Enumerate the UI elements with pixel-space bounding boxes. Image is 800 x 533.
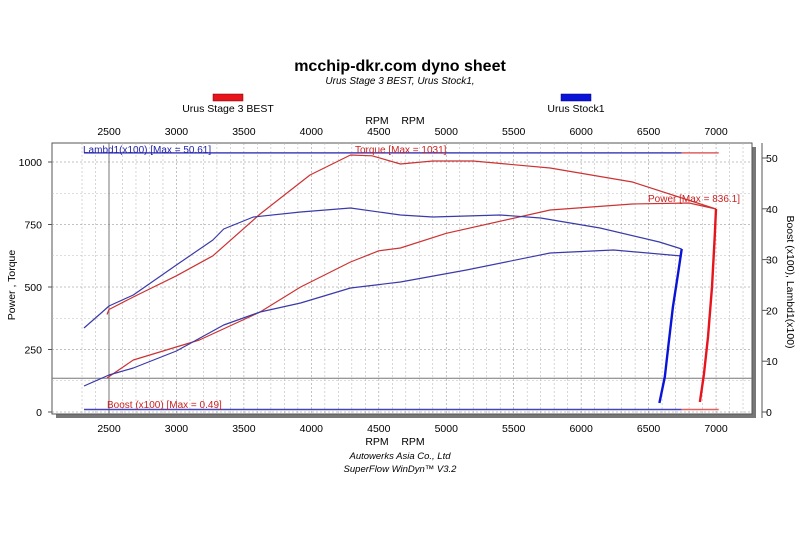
x-axis-label-bottom-1: RPM [365, 436, 388, 448]
x-tick-label-top: 2500 [97, 126, 121, 138]
x-tick-label-top: 7000 [704, 126, 728, 138]
series-stock-rundown-line [658, 248, 683, 404]
series-stock-power-line [83, 249, 682, 387]
chart-subtitle: Urus Stage 3 BEST, Urus Stock1, [325, 76, 474, 87]
x-tick-label-bottom: 7000 [704, 423, 728, 435]
series-stage3-torque-line [106, 154, 717, 315]
y-axis-label-left: Power , Torque [6, 250, 18, 321]
annotation-torque: Torque [Max = 1031] [355, 145, 447, 156]
x-tick-label-bottom: 6500 [637, 423, 661, 435]
x-tick-label-bottom: 3000 [165, 423, 189, 435]
plot-area [51, 142, 756, 418]
x-tick-label-top: 6000 [569, 126, 593, 138]
x-tick-label-bottom: 5500 [502, 423, 526, 435]
y-right-tick-label: 30 [766, 255, 778, 267]
y-left-tick-label: 750 [24, 220, 42, 232]
x-tick-label-top: 3500 [232, 126, 256, 138]
x-tick-label-bottom: 4000 [300, 423, 324, 435]
legend-swatch-stock [560, 93, 592, 102]
annotation-lambda: Lambd1(x100) [Max = 50.61] [83, 145, 211, 156]
y-left-tick-label: 1000 [19, 157, 43, 169]
y-right-tick-label: 40 [766, 204, 778, 216]
series-stage3-power-line [106, 202, 717, 379]
y-left-tick-label: 500 [24, 282, 42, 294]
chart-title: mcchip-dkr.com dyno sheet [294, 58, 506, 75]
y-right-tick-label: 0 [766, 407, 772, 419]
legend-label-stock: Urus Stock1 [547, 103, 604, 115]
footer-software: SuperFlow WinDyn™ V3.2 [344, 464, 458, 475]
x-axis-label-top-1: RPM [365, 115, 388, 127]
x-axis-label-top-2: RPM [401, 115, 424, 127]
series-stock-torque-line [83, 207, 682, 329]
x-tick-label-bottom: 5000 [435, 423, 459, 435]
series-stage3-rundown-line [698, 208, 718, 403]
series-group [83, 152, 719, 411]
y-axis-label-right: Boost (x100), Lambd1(x100) [784, 215, 796, 348]
y-left-tick-label: 0 [36, 407, 42, 419]
x-axis-label-bottom-2: RPM [401, 436, 424, 448]
legend-swatch-stage3 [212, 93, 244, 102]
y-right-tick-label: 20 [766, 305, 778, 317]
grid [52, 143, 752, 414]
x-tick-label-top: 5500 [502, 126, 526, 138]
x-tick-label-top: 5000 [435, 126, 459, 138]
x-tick-label-bottom: 2500 [97, 423, 121, 435]
x-tick-label-top: 4000 [300, 126, 324, 138]
annotation-power: Power [Max = 836.1] [648, 194, 740, 205]
axis-ticks: 2500250030003000350035004000400045004500… [19, 126, 778, 435]
x-tick-label-bottom: 4500 [367, 423, 391, 435]
x-tick-label-bottom: 6000 [569, 423, 593, 435]
legend-label-stage3: Urus Stage 3 BEST [182, 103, 274, 115]
x-tick-label-top: 3000 [165, 126, 189, 138]
footer-company: Autowerks Asia Co., Ltd [348, 451, 451, 462]
y-right-tick-label: 10 [766, 356, 778, 368]
x-tick-label-top: 4500 [367, 126, 391, 138]
x-tick-label-bottom: 3500 [232, 423, 256, 435]
y-left-tick-label: 250 [24, 345, 42, 357]
x-tick-label-top: 6500 [637, 126, 661, 138]
annotation-boost: Boost (x100) [Max = 0.49] [107, 400, 222, 411]
y-right-tick-label: 50 [766, 153, 778, 165]
